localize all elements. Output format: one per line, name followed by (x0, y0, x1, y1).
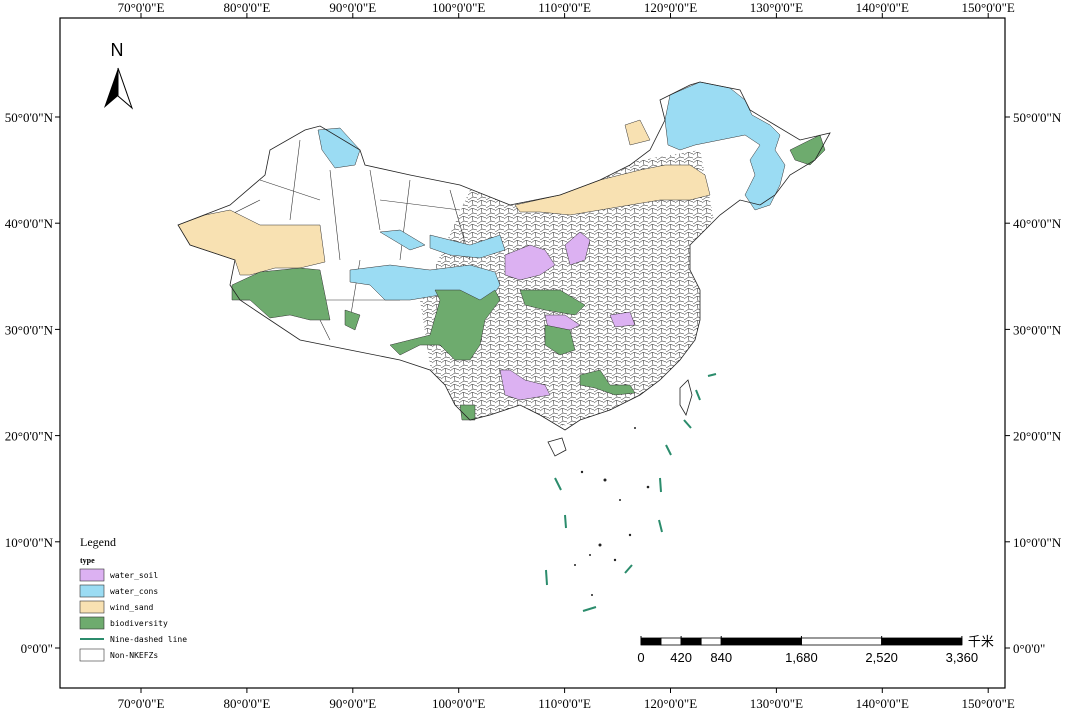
lon-label: 80°0'0"E (224, 696, 271, 711)
legend-label: Nine-dashed line (110, 635, 187, 644)
legend-title: Legend (80, 535, 116, 549)
lat-label: 10°0'0"N (1013, 535, 1062, 550)
scale-segment (720, 637, 802, 646)
lat-label: 0°0'0" (1013, 641, 1045, 656)
scale-label: 840 (710, 650, 732, 665)
country (177, 81, 831, 612)
scale-segment (660, 637, 682, 646)
lon-label: 130°0'0"E (750, 696, 803, 711)
lon-label: 110°0'0"E (538, 696, 591, 711)
lon-label: 120°0'0"E (644, 0, 697, 15)
legend-swatch (79, 600, 105, 614)
scale-label: 420 (670, 650, 692, 665)
lat-label: 30°0'0"N (5, 322, 54, 337)
lon-label: 110°0'0"E (538, 0, 591, 15)
lon-label: 100°0'0"E (432, 696, 485, 711)
lon-label: 90°0'0"E (329, 696, 376, 711)
lat-label: 50°0'0"N (5, 110, 54, 125)
legend-swatch (79, 616, 105, 630)
lon-label: 120°0'0"E (644, 696, 697, 711)
lat-label: 10°0'0"N (5, 535, 54, 550)
lon-label: 130°0'0"E (750, 0, 803, 15)
lon-label: 70°0'0"E (118, 0, 165, 15)
legend-swatch (79, 568, 105, 582)
north-label: N (111, 40, 124, 60)
scale-unit: 千米 (968, 634, 994, 649)
scale-segment (700, 637, 722, 646)
legend-swatch (79, 648, 105, 662)
lon-label: 70°0'0"E (118, 696, 165, 711)
scale-segment (640, 637, 662, 646)
lon-label: 100°0'0"E (432, 0, 485, 15)
lat-label: 0°0'0" (21, 641, 53, 656)
lat-label: 40°0'0"N (1013, 216, 1062, 231)
lat-label: 30°0'0"N (1013, 322, 1062, 337)
scale-label: 1,680 (785, 650, 818, 665)
north-arrow: N (104, 40, 134, 110)
scale-label: 3,360 (946, 650, 979, 665)
lat-label: 20°0'0"N (1013, 429, 1062, 444)
scale-segment (801, 637, 883, 646)
legend: Legend type water_soil water_cons wind_san… (79, 535, 187, 662)
legend-label: water_soil (110, 571, 158, 580)
scale-segment (881, 637, 963, 646)
scale-segment (680, 637, 702, 646)
legend-label: biodiversity (110, 619, 168, 628)
legend-swatch (79, 584, 105, 598)
lat-label: 40°0'0"N (5, 216, 54, 231)
lon-label: 90°0'0"E (329, 0, 376, 15)
legend-label: Non-NKEFZs (110, 651, 158, 660)
legend-subtitle: type (80, 556, 95, 565)
lon-label: 140°0'0"E (856, 0, 909, 15)
lat-label: 20°0'0"N (5, 429, 54, 444)
lon-label: 150°0'0"E (962, 696, 1015, 711)
lon-label: 140°0'0"E (856, 696, 909, 711)
lon-label: 80°0'0"E (224, 0, 271, 15)
legend-label: wind_sand (110, 603, 154, 612)
lat-label: 50°0'0"N (1013, 110, 1062, 125)
legend-label: water_cons (110, 587, 158, 596)
scale-label: 2,520 (865, 650, 898, 665)
lon-label: 150°0'0"E (962, 0, 1015, 15)
scale-label: 0 (637, 650, 644, 665)
